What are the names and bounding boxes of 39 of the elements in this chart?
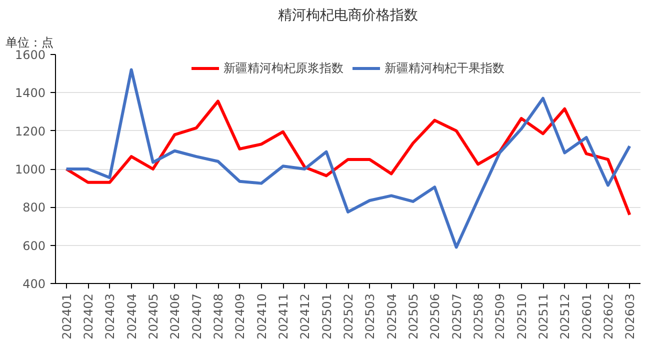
x-tick-label: 202512 bbox=[558, 293, 572, 340]
x-tick-label: 202409 bbox=[233, 293, 248, 340]
line-series bbox=[64, 100, 632, 216]
x-tick-label: 202501 bbox=[320, 293, 334, 340]
x-tick-label: 202402 bbox=[82, 293, 96, 340]
y-tick-label: 1000 bbox=[14, 162, 46, 176]
y-tick-label: 600 bbox=[22, 238, 46, 253]
x-tick-label: 202405 bbox=[146, 293, 160, 340]
x-tick-label: 202509 bbox=[493, 293, 508, 340]
x-tick-label: 202505 bbox=[406, 293, 420, 340]
y-tick-label: 1200 bbox=[14, 124, 46, 138]
x-tick-label: 202508 bbox=[472, 293, 486, 340]
x-tick-label: 202503 bbox=[363, 293, 378, 340]
x-tick-label: 202412 bbox=[298, 293, 312, 340]
x-tick-label: 202407 bbox=[190, 293, 204, 340]
x-tick-label: 202510 bbox=[514, 293, 529, 340]
x-tick-label: 202408 bbox=[212, 293, 226, 340]
x-tick-label: 202602 bbox=[602, 293, 616, 340]
x-tick-label: 202403 bbox=[103, 293, 118, 340]
x-tick-label: 202601 bbox=[580, 293, 594, 340]
legend-label: 新疆精河枸杞原浆指数 bbox=[224, 60, 344, 76]
chart-title: 精河枸杞电商价格指数 bbox=[278, 8, 418, 24]
legend-label: 新疆精河枸杞干果指数 bbox=[384, 60, 504, 76]
y-axis-title: 单位：点 bbox=[6, 36, 54, 50]
y-tick-label: 400 bbox=[22, 277, 46, 291]
x-tick-label: 202401 bbox=[60, 293, 74, 340]
x-tick-label: 202410 bbox=[254, 293, 269, 340]
x-tick-label: 202603 bbox=[623, 293, 638, 340]
y-tick-label: 800 bbox=[22, 200, 46, 215]
x-tick-label: 202506 bbox=[428, 293, 442, 340]
y-tick-label: 1600 bbox=[14, 48, 46, 62]
x-tick-label: 202411 bbox=[276, 293, 290, 340]
x-tick-label: 202502 bbox=[342, 293, 356, 340]
x-tick-label: 202404 bbox=[124, 293, 139, 340]
x-tick-label: 202507 bbox=[450, 293, 464, 340]
y-tick-label: 1400 bbox=[14, 86, 46, 100]
x-tick-label: 202406 bbox=[168, 293, 182, 340]
x-tick-label: 202504 bbox=[384, 293, 399, 340]
x-tick-label: 202511 bbox=[536, 293, 550, 340]
